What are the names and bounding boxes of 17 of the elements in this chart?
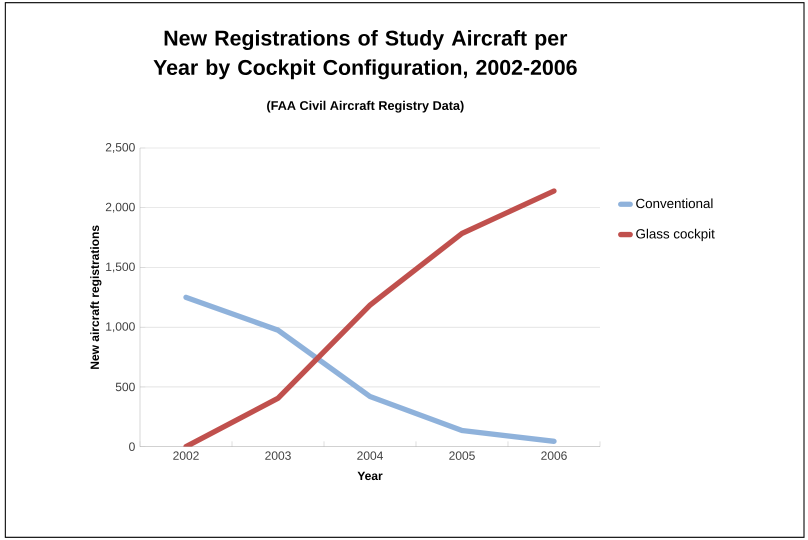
x-tick-label: 2004 [357, 451, 383, 460]
y-axis-title: New aircraft registrations [90, 225, 102, 369]
y-tick-label: 500 [116, 382, 135, 392]
y-tick-label: 0 [129, 442, 135, 451]
x-axis-title: Year [358, 472, 382, 480]
legend-label: Glass cockpit [636, 228, 715, 242]
x-tick-label: 2005 [449, 451, 475, 460]
y-tick-label: 1,000 [106, 322, 135, 332]
y-tick-label: 1,500 [106, 262, 135, 272]
x-tick-label: 2006 [541, 451, 567, 460]
y-tick-label: 2,000 [106, 202, 135, 213]
legend-label: Conventional [636, 198, 712, 208]
x-tick-label: 2003 [265, 451, 291, 460]
chart-subtitle: (FAA Civil Aircraft Registry Data) [267, 100, 464, 113]
x-tick-label: 2002 [173, 451, 199, 460]
chart-title: New Registrations of Study Aircraft per Year by Cockpit Configuration, 2002-2006 [153, 30, 577, 80]
y-tick-label: 2,500 [106, 143, 135, 153]
